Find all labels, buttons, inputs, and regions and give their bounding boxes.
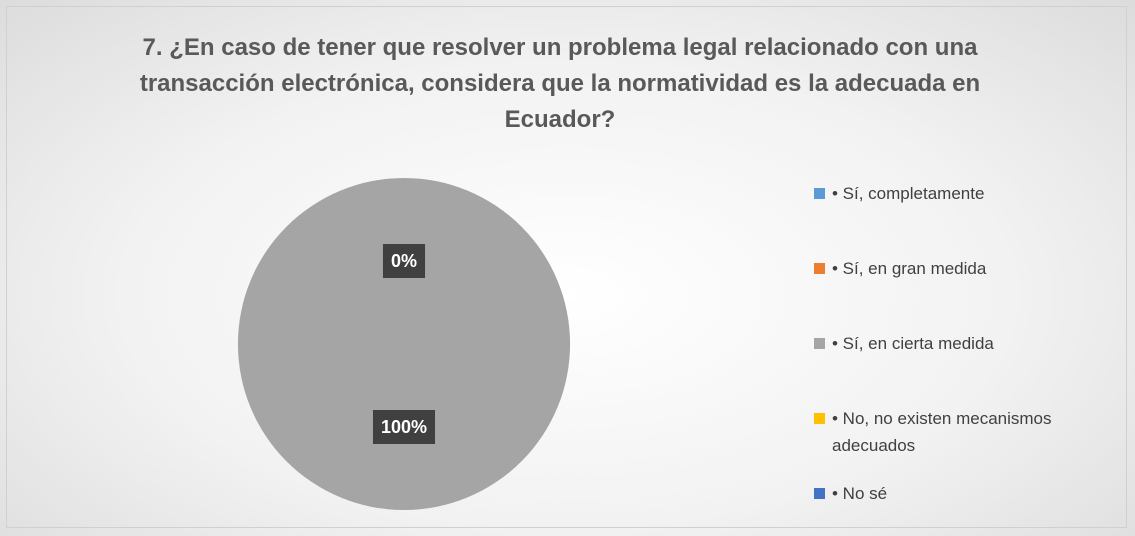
- legend-label: • No, no existen mecanismos adecuados: [832, 409, 1052, 455]
- legend-swatch: [814, 188, 825, 199]
- legend-item: • Sí, en cierta medida: [814, 330, 1114, 357]
- data-label-box: [372, 410, 436, 444]
- legend-label: • Sí, en cierta medida: [832, 334, 994, 353]
- legend-label: • Sí, en gran medida: [832, 259, 987, 278]
- legend-label: • Sí, completamente: [832, 184, 985, 203]
- data-label: 100%: [381, 417, 427, 437]
- legend-swatch: [814, 413, 825, 424]
- data-label-group: 100%: [372, 410, 436, 444]
- chart-border: [6, 6, 1127, 528]
- legend-item: • No, no existen mecanismos adecuados: [814, 405, 1114, 459]
- data-label: 0%: [391, 251, 417, 271]
- legend-label: • No sé: [832, 484, 888, 503]
- legend-item: • Sí, completamente: [814, 180, 1114, 207]
- legend-swatch: [814, 338, 825, 349]
- legend-swatch: [814, 488, 825, 499]
- data-label-box: [382, 244, 426, 278]
- legend-item: • Sí, en gran medida: [814, 255, 1114, 282]
- pie-slice: [237, 178, 571, 511]
- legend-item: • No sé: [814, 480, 1114, 507]
- data-label-group: 0%: [382, 244, 426, 278]
- chart-title: 7. ¿En caso de tener que resolver un pro…: [139, 34, 981, 133]
- legend-swatch: [814, 263, 825, 274]
